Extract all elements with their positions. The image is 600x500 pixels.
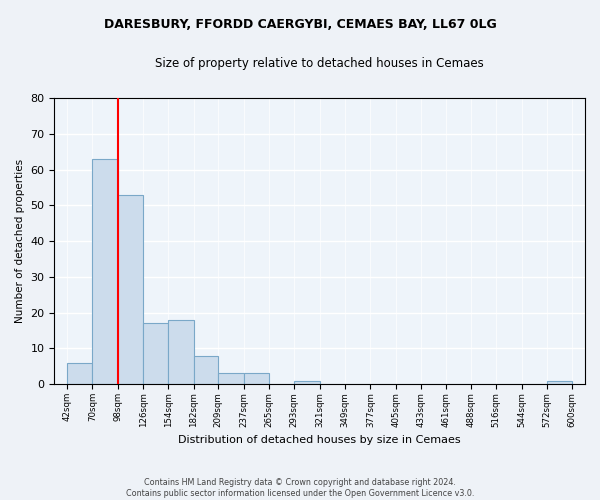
Bar <box>194 356 218 384</box>
Bar <box>295 380 320 384</box>
Bar <box>143 324 169 384</box>
Y-axis label: Number of detached properties: Number of detached properties <box>15 159 25 323</box>
Bar <box>169 320 194 384</box>
Bar <box>547 380 572 384</box>
Text: Contains HM Land Registry data © Crown copyright and database right 2024.
Contai: Contains HM Land Registry data © Crown c… <box>126 478 474 498</box>
Text: DARESBURY, FFORDD CAERGYBI, CEMAES BAY, LL67 0LG: DARESBURY, FFORDD CAERGYBI, CEMAES BAY, … <box>104 18 496 30</box>
Text: DARESBURY FFORDD CAERGYBI: 94sqm
← 32% of detached houses are smaller (56)
67% o: DARESBURY FFORDD CAERGYBI: 94sqm ← 32% o… <box>0 499 1 500</box>
Bar <box>218 374 244 384</box>
Bar <box>244 374 269 384</box>
Bar <box>92 159 118 384</box>
X-axis label: Distribution of detached houses by size in Cemaes: Distribution of detached houses by size … <box>178 435 461 445</box>
Bar <box>67 362 92 384</box>
Bar <box>118 194 143 384</box>
Title: Size of property relative to detached houses in Cemaes: Size of property relative to detached ho… <box>155 58 484 70</box>
